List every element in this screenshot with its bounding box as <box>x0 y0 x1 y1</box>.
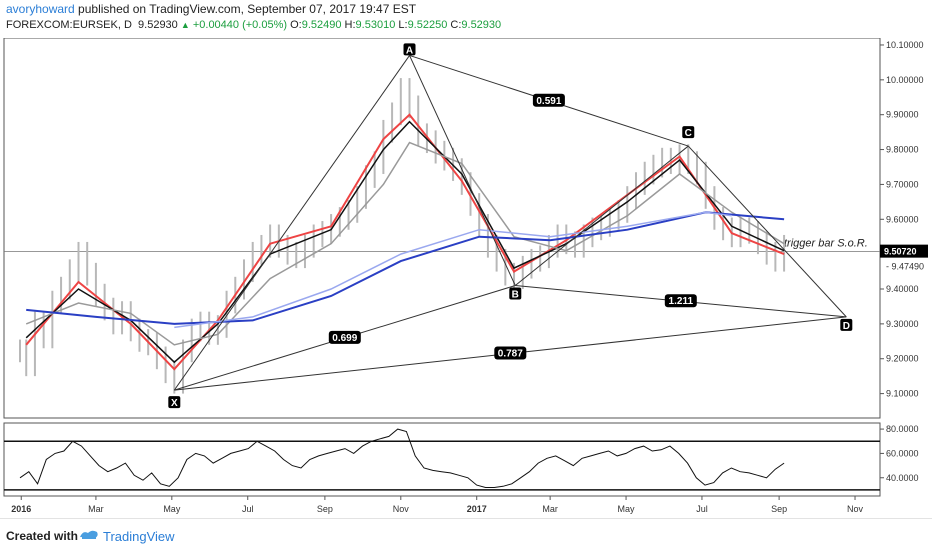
ratio-badge <box>494 346 527 360</box>
low-value: 9.52250 <box>407 19 448 31</box>
pattern-point-badge <box>168 396 181 409</box>
high-value: 9.53010 <box>355 19 396 31</box>
ratio-badge <box>328 330 361 344</box>
price-chart-svg[interactable]: 10.10000 10.00000 9.90000 9.80000 9.70000 9.6… <box>0 38 932 518</box>
published-text: published on TradingView.com, September … <box>78 2 417 16</box>
y-tick-label: 9.20000 <box>886 354 919 364</box>
oscillator-tick-label: 40.0000 <box>886 473 919 483</box>
high-label: H: <box>344 19 356 31</box>
y-tick-label: 9.30000 <box>886 319 919 329</box>
oscillator-pane-frame <box>3 422 881 497</box>
pattern-point-label: A <box>406 45 413 56</box>
publication-line: avoryhoward published on TradingView.com… <box>6 2 416 16</box>
x-tick-label: Nov <box>847 504 864 514</box>
ratio-label: 0.591 <box>536 96 561 107</box>
x-tick-label: Mar <box>542 504 558 514</box>
tradingview-logo-icon[interactable] <box>78 527 100 546</box>
y-tick-label: 10.10000 <box>886 40 924 50</box>
pattern-leg-ab <box>409 55 516 286</box>
ratio-label: 0.787 <box>498 349 523 360</box>
low-label: L: <box>398 19 408 31</box>
y-tick-label: 9.80000 <box>886 145 919 155</box>
symbol-label[interactable]: FOREXCOM:EURSEK, D <box>6 19 132 31</box>
x-tick-label: Jul <box>242 504 254 514</box>
y-tick-label: 9.90000 <box>886 110 919 120</box>
created-with-text: Created with <box>6 529 79 543</box>
secondary-price-label: - 9.47490 <box>886 262 924 272</box>
pattern-point-badge <box>403 43 416 56</box>
x-tick-label: Sep <box>317 504 333 514</box>
moving-average-black <box>25 120 785 364</box>
y-tick-label: 9.70000 <box>886 179 919 189</box>
pattern-point-badge <box>840 318 853 331</box>
pattern-leg-xa <box>173 55 410 391</box>
current-price-tag <box>880 244 928 258</box>
chart-area[interactable]: 10.10000 10.00000 9.90000 9.80000 9.70000 9.6… <box>0 38 932 518</box>
x-tick-label: Jul <box>696 504 708 514</box>
pattern-point-label: X <box>171 398 178 409</box>
ratio-label: 1.211 <box>669 296 694 307</box>
author-link[interactable]: avoryhoward <box>6 2 75 16</box>
open-label: O: <box>290 19 302 31</box>
pattern-point-label: C <box>685 128 692 139</box>
moving-average-blue <box>26 211 785 325</box>
pattern-point-label: B <box>512 290 519 301</box>
oscillator-tick-label: 60.0000 <box>886 448 919 458</box>
x-tick-label: May <box>618 504 636 514</box>
close-value: 9.52930 <box>461 19 502 31</box>
x-tick-label: Nov <box>393 504 410 514</box>
ratio-badge <box>532 93 565 107</box>
quote-line: FOREXCOM:EURSEK, D 9.52930 ▲ +0.00440 (+… <box>6 19 501 31</box>
ratio-badge <box>664 294 697 308</box>
pattern-leg-bc <box>514 145 689 286</box>
y-tick-label: 10.00000 <box>886 75 924 85</box>
y-tick-label: 9.40000 <box>886 284 919 294</box>
moving-average-gray <box>25 141 785 346</box>
moving-average-lightblue <box>174 211 732 329</box>
chart-header: avoryhoward published on TradingView.com… <box>0 0 932 38</box>
tradingview-brand-link[interactable]: TradingView <box>103 529 175 544</box>
x-tick-label: 2017 <box>467 504 487 514</box>
open-value: 9.52490 <box>301 19 342 31</box>
moving-average-red <box>25 113 785 371</box>
current-price-label: 9.50720 <box>884 247 917 257</box>
pattern-point-badge <box>509 287 522 300</box>
trigger-bar-annotation: trigger bar S.o.R. <box>784 238 868 250</box>
x-tick-label: 2016 <box>11 504 31 514</box>
oscillator-tick-label: 80.0000 <box>886 424 919 434</box>
y-tick-label: 9.60000 <box>886 214 919 224</box>
ratio-label: 0.699 <box>332 333 357 344</box>
pattern-point-label: D <box>843 321 850 332</box>
footer-bar: Created with TradingView <box>0 518 932 551</box>
x-tick-label: Sep <box>771 504 787 514</box>
last-price: 9.52930 <box>138 19 178 31</box>
y-tick-label: 9.10000 <box>886 389 919 399</box>
oscillator-line <box>19 428 785 488</box>
x-tick-label: Mar <box>88 504 104 514</box>
up-arrow-icon: ▲ <box>180 20 190 30</box>
x-tick-label: May <box>163 504 181 514</box>
pattern-leg-cd <box>687 145 847 318</box>
pattern-point-badge <box>682 126 695 139</box>
price-change: +0.00440 (+0.05%) <box>192 19 288 31</box>
close-label: C: <box>450 19 462 31</box>
